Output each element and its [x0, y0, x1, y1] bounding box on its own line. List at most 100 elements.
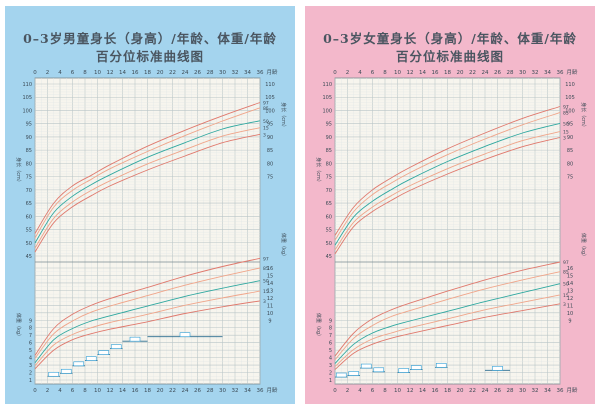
y-tick-label-weight-right: 15 [267, 273, 273, 279]
weight-curve-label: 50 [263, 279, 269, 285]
y-tick-label-weight-right: 16 [267, 266, 273, 272]
x-tick-label: 12 [407, 388, 414, 394]
x-tick-label: 32 [532, 388, 539, 394]
y-tick-label-length: 110 [22, 82, 32, 88]
x-tick-label: 12 [407, 70, 414, 76]
y-tick-label-length: 55 [26, 228, 32, 234]
weight-curve-p50 [334, 283, 561, 364]
milestone-box [60, 368, 72, 374]
x-tick-label: 16 [132, 70, 139, 76]
y-tick-label-weight: 7 [329, 333, 332, 339]
y-tick-label-weight: 7 [29, 333, 32, 339]
y-tick-label-length: 95 [326, 122, 332, 128]
x-tick-label: 24 [482, 388, 489, 394]
weight-curve-p15 [34, 290, 261, 367]
y-tick-label-length: 80 [26, 161, 32, 167]
weight-curve-p15 [334, 294, 561, 367]
weight-curve-label: 15 [263, 289, 269, 295]
x-tick-label: 24 [182, 388, 189, 394]
y-tick-label-length: 110 [322, 82, 332, 88]
x-tick-label: 20 [457, 70, 464, 76]
y-tick-label-length-right: 105 [265, 95, 275, 101]
y-tick-label-length-right: 75 [267, 175, 273, 181]
length-curve-p50 [34, 120, 261, 244]
x-tick-label: 6 [71, 388, 75, 394]
y-tick-label-weight: 5 [29, 348, 32, 354]
length-curve-label: 97 [263, 101, 269, 107]
x-tick-label: 26 [194, 388, 201, 394]
y-tick-label-length: 90 [26, 135, 32, 141]
x-tick-label: 2 [46, 70, 50, 76]
x-tick-label: 22 [169, 70, 176, 76]
y-tick-label-length: 50 [326, 241, 332, 247]
weight-curve-p97 [34, 257, 261, 356]
weight-curve-label: 15 [563, 293, 569, 299]
y-tick-label-length-right: 95 [567, 122, 573, 128]
y-tick-label-length: 100 [22, 108, 32, 114]
length-curve-label: 85 [563, 111, 569, 117]
x-tick-label: 8 [83, 388, 87, 394]
x-tick-label: 30 [219, 70, 226, 76]
x-tick-label: 16 [432, 70, 439, 76]
x-tick-label: 20 [157, 388, 164, 394]
y-tick-label-length: 45 [326, 254, 332, 260]
x-tick-label: 32 [532, 70, 539, 76]
x-tick-label: 6 [371, 388, 375, 394]
weight-curve-label: 97 [263, 256, 269, 262]
length-curve-p15 [34, 127, 261, 249]
boy-chart-title: 0–3岁男童身长（身高）/年龄、体重/年龄 [23, 31, 277, 46]
y-tick-label-weight: 1 [29, 378, 32, 384]
length-curve-p85 [334, 112, 561, 241]
length-curve-p50 [334, 122, 561, 246]
x-tick-label: 0 [33, 70, 37, 76]
x-tick-label: 28 [507, 70, 514, 76]
weight-curve-label: 3 [563, 302, 566, 308]
x-tick-label: 12 [107, 70, 114, 76]
weight-curve-label: 85 [563, 270, 569, 276]
y-tick-label-length: 60 [26, 214, 32, 220]
weight-curve-p50 [34, 280, 261, 364]
x-tick-label: 36 [557, 388, 564, 394]
length-curve-label: 85 [263, 106, 269, 112]
milestone-box [435, 363, 447, 368]
x-tick-label: 10 [394, 388, 401, 394]
x-tick-label: 8 [83, 70, 87, 76]
milestone-box [129, 336, 141, 342]
girl-chart-title: 0–3岁女童身长（身高）/年龄、体重/年龄 [323, 31, 577, 46]
milestone-box [85, 356, 97, 361]
weight-axis-label-left: 体重（kg） [315, 313, 322, 339]
y-tick-label-weight-right: 11 [267, 303, 273, 309]
y-tick-label-weight-right: 14 [267, 281, 273, 287]
y-tick-label-weight: 2 [29, 371, 32, 377]
boy-chart-panel: 0 0 2 2 4 4 6 6 8 8 10 10 12 12 14 14 16 16 18 18 20 20 22 22 24… [5, 6, 295, 404]
y-tick-label-length-right: 100 [265, 108, 275, 114]
x-tick-label: 34 [544, 388, 551, 394]
x-tick-label: 20 [457, 388, 464, 394]
y-tick-label-weight-right: 13 [567, 288, 573, 294]
y-tick-label-weight-right: 11 [567, 303, 573, 309]
y-tick-label-weight: 5 [329, 348, 332, 354]
x-tick-label: 10 [394, 70, 401, 76]
y-tick-label-weight: 6 [29, 341, 32, 347]
x-tick-label: 18 [444, 388, 451, 394]
y-tick-label-length-right: 105 [565, 95, 575, 101]
y-tick-label-weight: 1 [329, 378, 332, 384]
y-tick-label-length-right: 75 [567, 175, 573, 181]
x-tick-label: 14 [119, 70, 126, 76]
length-curve-p3 [334, 137, 561, 255]
x-tick-label: 18 [444, 70, 451, 76]
x-tick-label: 10 [94, 70, 101, 76]
milestone-box [48, 371, 60, 377]
milestone-box [179, 332, 191, 337]
x-tick-label: 26 [194, 70, 201, 76]
length-curve-p15 [334, 131, 561, 251]
y-tick-label-length-right: 90 [567, 135, 573, 141]
milestone-box [373, 367, 385, 373]
weight-curve-label: 97 [563, 260, 569, 266]
x-tick-label: 30 [219, 388, 226, 394]
length-axis-label-left: 身长（cm） [315, 157, 322, 185]
x-tick-label: 12 [107, 388, 114, 394]
length-curve-label: 50 [263, 119, 269, 125]
y-tick-label-weight-right: 13 [267, 288, 273, 294]
weight-axis-label-left: 体重（kg） [15, 313, 22, 339]
